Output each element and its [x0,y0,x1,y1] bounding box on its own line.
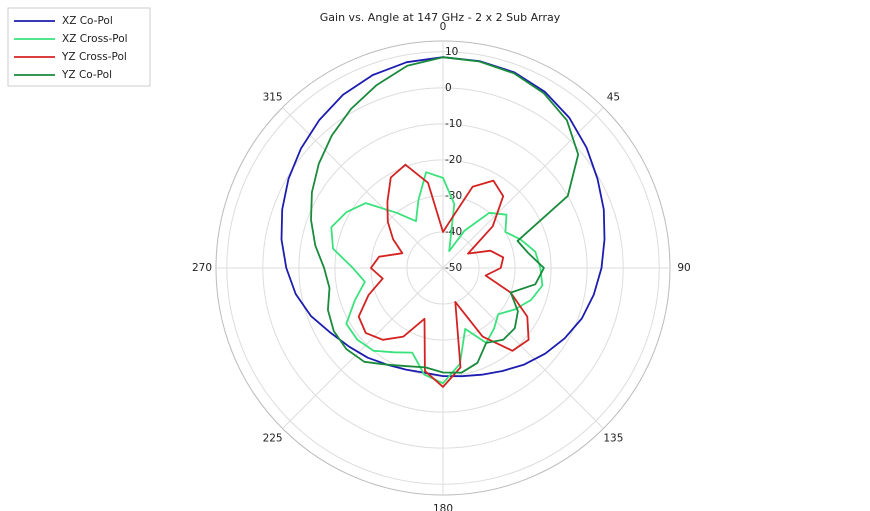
angle-tick-label: 315 [263,92,283,104]
series-line [280,56,606,378]
grid-spoke [282,107,444,269]
r-tick-label: 0 [445,82,452,94]
angle-tick-label: 0 [440,21,447,33]
grid-spoke [442,107,604,269]
chart-title: Gain vs. Angle at 147 GHz - 2 x 2 Sub Ar… [320,11,561,24]
r-tick-label: -20 [445,154,462,166]
angle-tick-label: 225 [263,432,283,444]
series-line [310,56,580,374]
r-tick-label: -40 [445,226,462,238]
legend-label: YZ Co-Pol [61,69,112,81]
grid-spoke [442,267,604,429]
grid-spoke [282,267,444,429]
legend-label: XZ Co-Pol [62,15,113,27]
r-tick-label: -50 [445,262,462,274]
angle-tick-label: 270 [192,262,212,274]
angle-tick-label: 90 [677,262,690,274]
series-line [357,163,530,388]
legend-label: XZ Cross-Pol [62,33,128,45]
legend-label: YZ Cross-Pol [61,51,127,63]
angle-tick-label: 180 [433,503,453,511]
r-tick-label: -10 [445,118,462,130]
r-tick-label: 10 [445,46,458,58]
angle-tick-label: 45 [607,92,620,104]
legend: XZ Co-Pol XZ Cross-Pol YZ Cross-Pol YZ Co-P… [7,7,151,87]
angle-tick-label: 135 [603,432,623,444]
series-line [330,171,544,385]
r-tick-label: -30 [445,190,462,202]
